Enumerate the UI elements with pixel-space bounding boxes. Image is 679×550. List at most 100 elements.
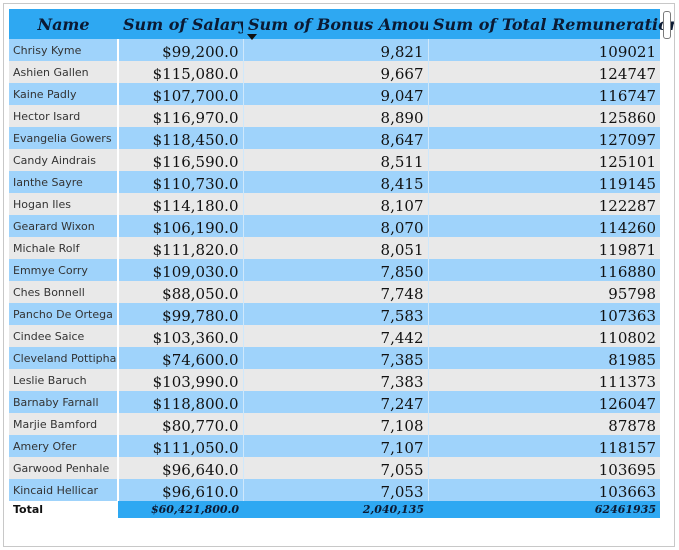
cell-bonus: 7,442: [243, 325, 429, 347]
table-row[interactable]: Candy Aindrais $116,590.0 8,511 125101: [9, 149, 660, 171]
total-label: Total: [9, 501, 118, 518]
cell-name: Candy Aindrais: [9, 149, 119, 171]
table-row[interactable]: Pancho De Ortega $99,780.0 7,583 107363: [9, 303, 660, 325]
total-bonus: 2,040,135: [243, 501, 428, 518]
table-row[interactable]: Ianthe Sayre $110,730.0 8,415 119145: [9, 171, 660, 193]
cell-name: Ianthe Sayre: [9, 171, 119, 193]
cell-name: Cindee Saice: [9, 325, 119, 347]
cell-total-remuneration: 87878: [428, 413, 660, 435]
cell-bonus: 7,108: [243, 413, 429, 435]
cell-total-remuneration: 95798: [428, 281, 660, 303]
cell-salary: $116,590.0: [118, 149, 244, 171]
table-row[interactable]: Leslie Baruch $103,990.0 7,383 111373: [9, 369, 660, 391]
cell-name: Marjie Bamford: [9, 413, 119, 435]
table-row[interactable]: Hogan Iles $114,180.0 8,107 122287: [9, 193, 660, 215]
cell-name: Michale Rolf: [9, 237, 119, 259]
cell-bonus: 7,107: [243, 435, 429, 457]
cell-salary: $106,190.0: [118, 215, 244, 237]
cell-bonus: 9,821: [243, 39, 429, 61]
cell-name: Evangelia Gowers: [9, 127, 119, 149]
table-row[interactable]: Ches Bonnell $88,050.0 7,748 95798: [9, 281, 660, 303]
cell-total-remuneration: 103663: [428, 479, 660, 501]
cell-salary: $111,820.0: [118, 237, 244, 259]
table-row[interactable]: Michale Rolf $111,820.0 8,051 119871: [9, 237, 660, 259]
cell-total-remuneration: 110802: [428, 325, 660, 347]
cell-name: Leslie Baruch: [9, 369, 119, 391]
scrollbar-thumb[interactable]: [663, 11, 671, 39]
cell-total-remuneration: 119145: [428, 171, 660, 193]
cell-salary: $118,450.0: [118, 127, 244, 149]
table-row[interactable]: Garwood Penhale $96,640.0 7,055 103695: [9, 457, 660, 479]
cell-salary: $115,080.0: [118, 61, 244, 83]
table-row[interactable]: Chrisy Kyme $99,200.0 9,821 109021: [9, 39, 660, 61]
total-remuneration: 62461935: [428, 501, 660, 518]
cell-bonus: 7,247: [243, 391, 429, 413]
table-row[interactable]: Emmye Corry $109,030.0 7,850 116880: [9, 259, 660, 281]
table-row[interactable]: Gearard Wixon $106,190.0 8,070 114260: [9, 215, 660, 237]
cell-bonus: 8,511: [243, 149, 429, 171]
table-row[interactable]: Barnaby Farnall $118,800.0 7,247 126047: [9, 391, 660, 413]
table-row[interactable]: Amery Ofer $111,050.0 7,107 118157: [9, 435, 660, 457]
column-header-name[interactable]: Name: [9, 9, 118, 39]
cell-name: Hogan Iles: [9, 193, 119, 215]
table-row[interactable]: Kaine Padly $107,700.0 9,047 116747: [9, 83, 660, 105]
table-visual: Name Sum of Salary Sum of Bonus Amount S…: [3, 3, 675, 547]
cell-name: Garwood Penhale: [9, 457, 119, 479]
vertical-scrollbar[interactable]: [662, 9, 671, 542]
cell-total-remuneration: 124747: [428, 61, 660, 83]
cell-salary: $114,180.0: [118, 193, 244, 215]
cell-bonus: 8,107: [243, 193, 429, 215]
column-header-bonus-label: Sum of Bonus Amount: [248, 14, 450, 34]
cell-total-remuneration: 107363: [428, 303, 660, 325]
cell-name: Kincaid Hellicar: [9, 479, 119, 501]
cell-total-remuneration: 109021: [428, 39, 660, 61]
table-body: Chrisy Kyme $99,200.0 9,821 109021 Ashien Ga…: [9, 39, 660, 501]
cell-salary: $80,770.0: [118, 413, 244, 435]
cell-bonus: 8,051: [243, 237, 429, 259]
cell-salary: $103,990.0: [118, 369, 244, 391]
column-header-salary[interactable]: Sum of Salary: [118, 9, 248, 39]
cell-bonus: 8,647: [243, 127, 429, 149]
sort-descending-icon[interactable]: [247, 34, 257, 40]
cell-bonus: 9,667: [243, 61, 429, 83]
cell-total-remuneration: 126047: [428, 391, 660, 413]
remuneration-table: Name Sum of Salary Sum of Bonus Amount S…: [9, 9, 674, 518]
cell-total-remuneration: 122287: [428, 193, 660, 215]
cell-total-remuneration: 127097: [428, 127, 660, 149]
cell-bonus: 7,053: [243, 479, 429, 501]
cell-salary: $96,640.0: [118, 457, 244, 479]
cell-total-remuneration: 119871: [428, 237, 660, 259]
cell-bonus: 8,415: [243, 171, 429, 193]
cell-bonus: 7,583: [243, 303, 429, 325]
cell-name: Ashien Gallen: [9, 61, 119, 83]
column-header-total[interactable]: Sum of Total Remuneration: [428, 9, 674, 39]
table-row[interactable]: Cleveland Pottiphar $74,600.0 7,385 81985: [9, 347, 660, 369]
column-header-bonus[interactable]: Sum of Bonus Amount: [243, 9, 450, 40]
cell-name: Pancho De Ortega: [9, 303, 119, 325]
cell-salary: $118,800.0: [118, 391, 244, 413]
header-row: Name Sum of Salary Sum of Bonus Amount S…: [9, 9, 674, 40]
cell-total-remuneration: 114260: [428, 215, 660, 237]
table-row[interactable]: Kincaid Hellicar $96,610.0 7,053 103663: [9, 479, 660, 501]
table-row[interactable]: Evangelia Gowers $118,450.0 8,647 127097: [9, 127, 660, 149]
cell-name: Emmye Corry: [9, 259, 119, 281]
cell-bonus: 7,748: [243, 281, 429, 303]
table-header: Name Sum of Salary Sum of Bonus Amount S…: [9, 9, 674, 40]
cell-salary: $111,050.0: [118, 435, 244, 457]
cell-total-remuneration: 81985: [428, 347, 660, 369]
table-row[interactable]: Cindee Saice $103,360.0 7,442 110802: [9, 325, 660, 347]
cell-salary: $107,700.0: [118, 83, 244, 105]
cell-salary: $99,780.0: [118, 303, 244, 325]
cell-bonus: 9,047: [243, 83, 429, 105]
table-row[interactable]: Ashien Gallen $115,080.0 9,667 124747: [9, 61, 660, 83]
cell-name: Kaine Padly: [9, 83, 119, 105]
table-row[interactable]: Marjie Bamford $80,770.0 7,108 87878: [9, 413, 660, 435]
cell-name: Amery Ofer: [9, 435, 119, 457]
cell-name: Barnaby Farnall: [9, 391, 119, 413]
cell-name: Ches Bonnell: [9, 281, 119, 303]
cell-bonus: 7,055: [243, 457, 429, 479]
cell-salary: $99,200.0: [118, 39, 244, 61]
table-row[interactable]: Hector Isard $116,970.0 8,890 125860: [9, 105, 660, 127]
table-footer: Total $60,421,800.0 2,040,135 62461935: [9, 501, 660, 518]
cell-total-remuneration: 118157: [428, 435, 660, 457]
